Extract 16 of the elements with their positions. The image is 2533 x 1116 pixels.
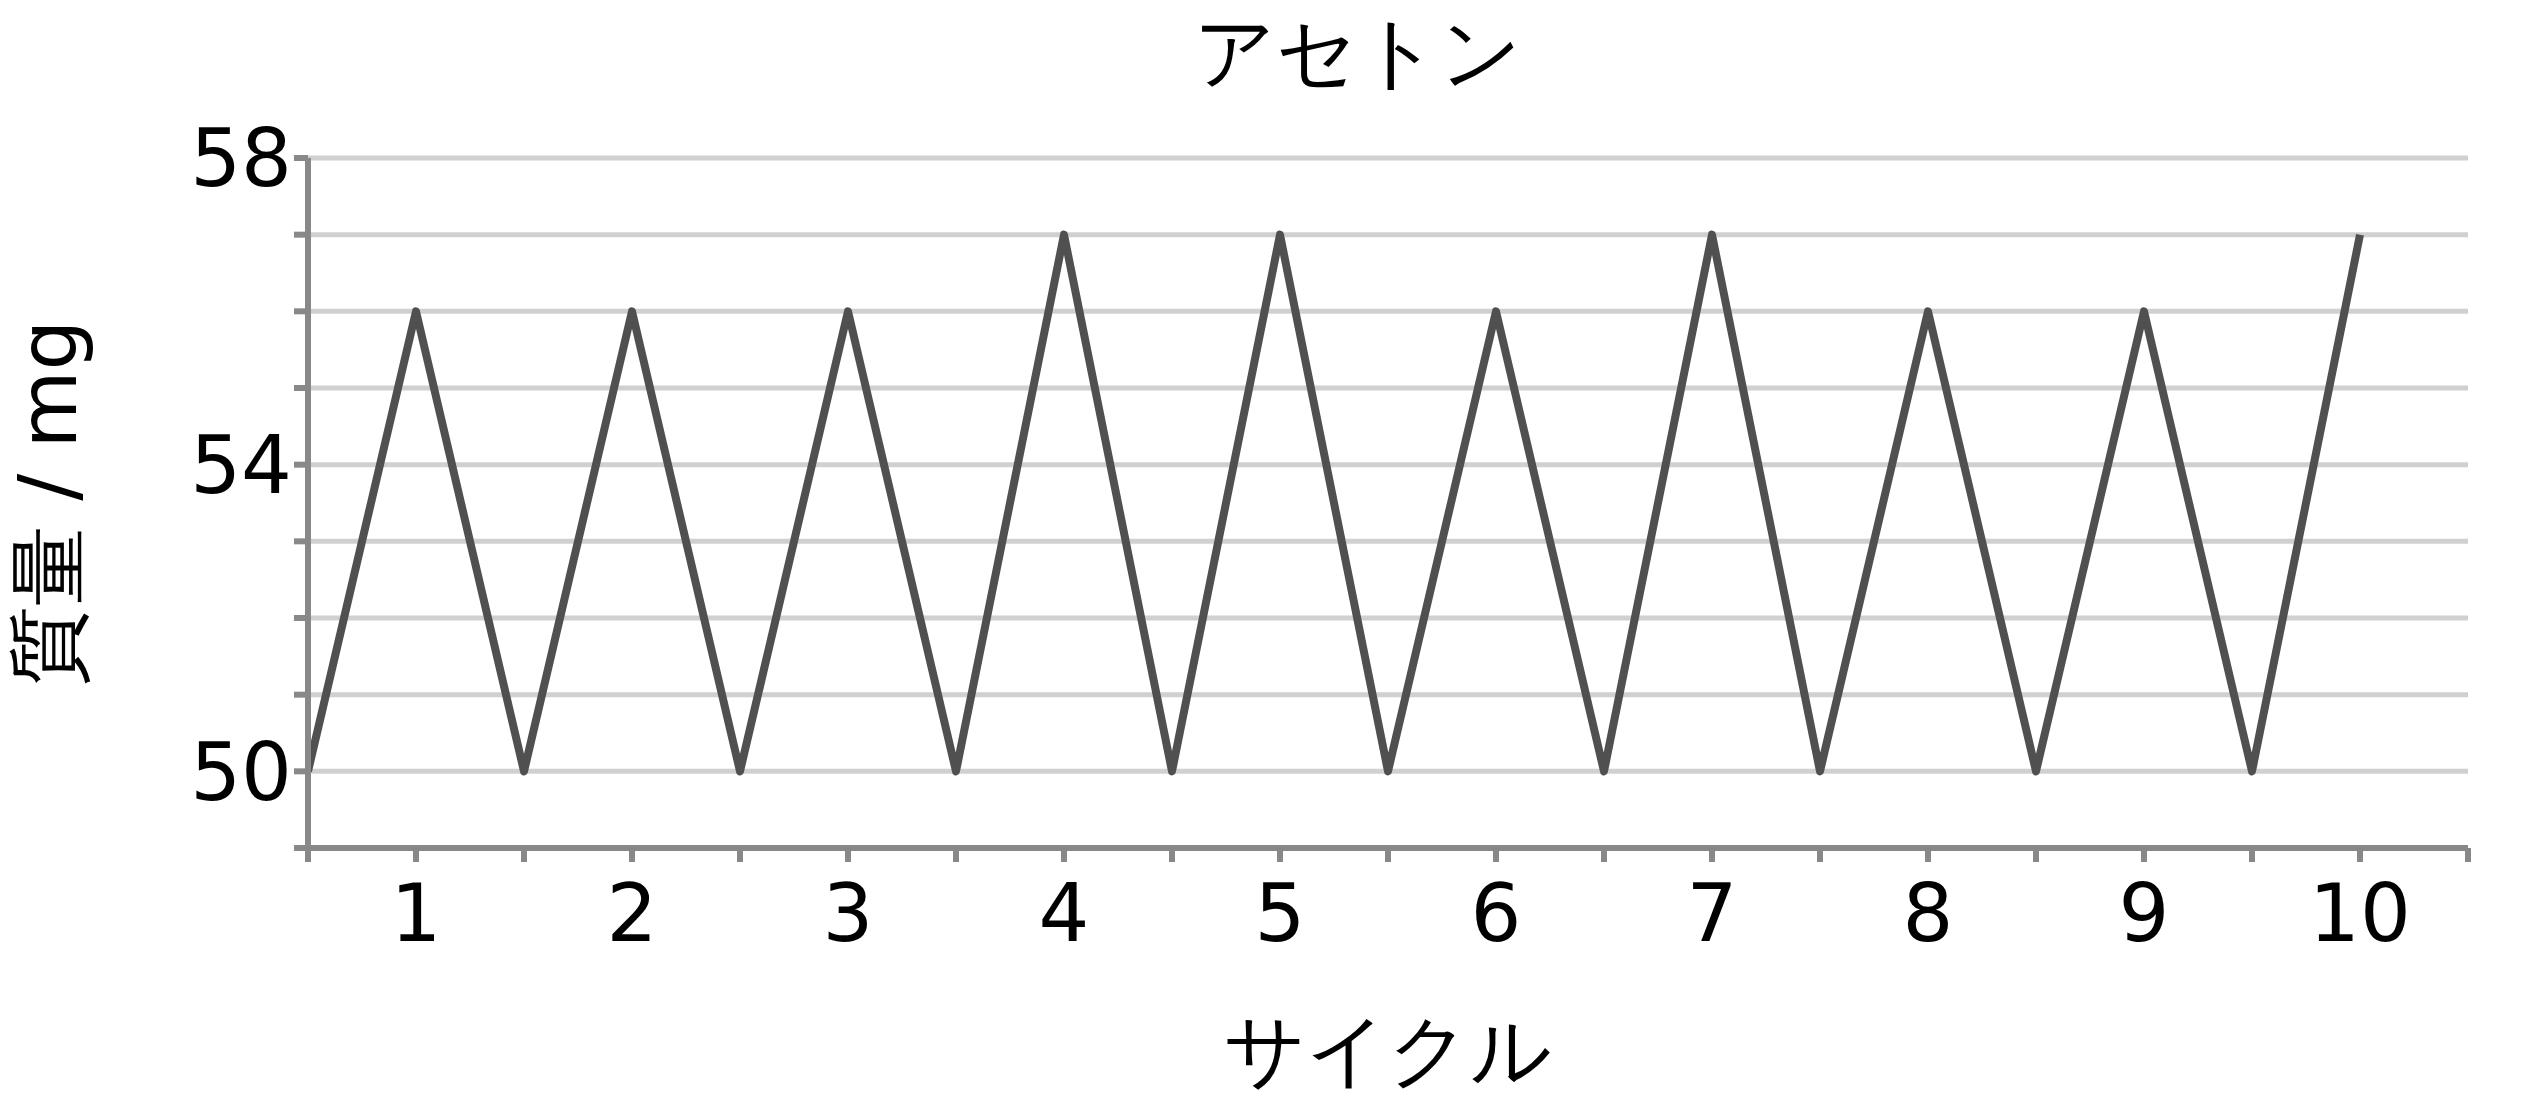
x-tick-label: 8 xyxy=(1902,866,1954,960)
x-tick-label: 1 xyxy=(390,866,442,960)
x-tick-label: 7 xyxy=(1686,866,1738,960)
y-tick-label: 50 xyxy=(190,725,292,819)
chart-title: アセトン xyxy=(1193,6,1523,99)
x-tick-label: 2 xyxy=(606,866,658,960)
y-tick-label: 58 xyxy=(190,112,292,206)
x-axis-title: サイクル xyxy=(1224,1004,1552,1097)
x-tick-label: 3 xyxy=(822,866,874,960)
y-axis-title: 質量 / mg xyxy=(2,319,96,687)
x-tick-label: 10 xyxy=(2309,866,2411,960)
x-tick-label: 6 xyxy=(1470,866,1522,960)
y-tick-label: 54 xyxy=(190,419,292,513)
x-tick-label: 4 xyxy=(1038,866,1090,960)
x-tick-label: 9 xyxy=(2118,866,2170,960)
x-tick-label: 5 xyxy=(1254,866,1306,960)
